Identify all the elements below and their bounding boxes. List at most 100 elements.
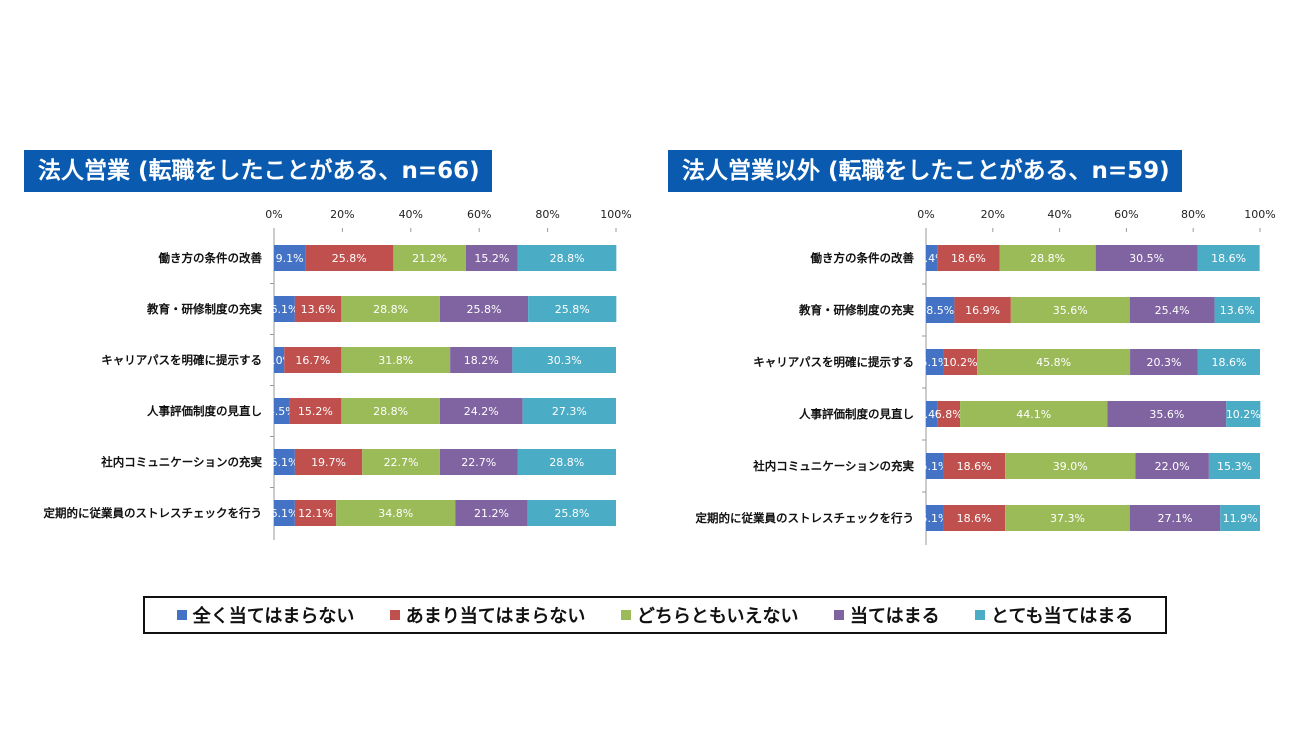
x-tick-label: 20% — [330, 208, 354, 221]
bar-segment — [1197, 349, 1260, 375]
bar-value-label: 18.6% — [1211, 252, 1246, 265]
legend-item-neutral: どちらともいえない — [620, 602, 799, 628]
bar-segment — [439, 449, 518, 475]
bar-segment — [362, 449, 440, 475]
bar-value-label: 13.6% — [1220, 304, 1255, 317]
chart-legend: 全く当てはまらない あまり当てはまらない どちらともいえない 当てはまる とても… — [143, 596, 1167, 634]
bar-value-label: 25.4% — [1155, 304, 1190, 317]
bar-value-label: 10.2% — [943, 356, 978, 369]
bar-value-label: 25.8% — [554, 507, 589, 520]
bar-value-label: 18.6% — [957, 512, 992, 525]
bar-segment — [926, 505, 944, 531]
bar-segment — [341, 347, 451, 373]
bar-value-label: 39.0% — [1053, 460, 1088, 473]
bar-segment — [999, 245, 1096, 271]
bar-segment — [1129, 505, 1221, 531]
x-tick-label: 100% — [1244, 208, 1275, 221]
category-label: 社内コミュニケーションの充実 — [752, 459, 914, 473]
category-label: 人事評価制度の見直し — [147, 404, 262, 418]
bar-segment — [455, 500, 528, 526]
x-tick-label: 100% — [600, 208, 631, 221]
bar-value-label: 8.5% — [926, 304, 954, 317]
bar-value-label: 10.2% — [1226, 408, 1261, 421]
bar-value-label: 21.2% — [412, 252, 447, 265]
category-label: 教育・研修制度の充実 — [146, 302, 262, 316]
legend-swatch — [975, 610, 986, 620]
legend-item-disagree: あまり当てはまらない — [389, 602, 586, 628]
bar-value-label: 6.1% — [270, 303, 298, 316]
bar-segment — [274, 296, 295, 322]
legend-swatch — [833, 610, 844, 620]
bar-segment — [439, 398, 523, 424]
bar-segment — [1129, 297, 1215, 323]
bar-segment — [289, 398, 342, 424]
bar-value-label: 13.6% — [301, 303, 336, 316]
legend-label: あまり当てはまらない — [405, 606, 586, 627]
category-label: 働き方の条件の改善 — [810, 251, 915, 265]
bar-value-label: 18.6% — [951, 252, 986, 265]
bar-segment — [465, 245, 518, 271]
bar-segment — [1197, 245, 1260, 271]
bar-value-label: 28.8% — [1030, 252, 1065, 265]
category-label: 教育・研修制度の充実 — [798, 303, 914, 317]
right-stacked-bar-chart: 0% 20% 40% 60% 80% 100%働き方の条件の改善 3.4% 18.6% 28.8… — [696, 208, 1276, 545]
category-label: キャリアパスを明確に提示する — [753, 355, 914, 369]
bar-value-label: 16.7% — [295, 354, 330, 367]
bar-segment — [1095, 245, 1198, 271]
bar-value-label: 30.3% — [547, 354, 582, 367]
bar-value-label: 37.3% — [1050, 512, 1085, 525]
category-label: 定期的に従業員のストレスチェックを行う — [696, 511, 915, 525]
bar-segment — [926, 453, 944, 479]
bar-segment — [1005, 453, 1136, 479]
legend-swatch — [620, 610, 631, 620]
category-label: 人事評価制度の見直し — [799, 407, 914, 421]
bar-value-label: 34.8% — [378, 507, 413, 520]
bar-segment — [1107, 401, 1227, 427]
x-tick-label: 40% — [1047, 208, 1071, 221]
x-tick-label: 80% — [535, 208, 559, 221]
legend-label: どちらともいえない — [636, 606, 799, 627]
bar-value-label: 11.9% — [1223, 512, 1258, 525]
bar-segment — [522, 398, 616, 424]
bar-segment — [926, 401, 938, 427]
x-tick-label: 20% — [981, 208, 1005, 221]
bar-value-label: 28.8% — [373, 303, 408, 316]
bar-value-label: 21.2% — [474, 507, 509, 520]
bar-value-label: 25.8% — [332, 252, 367, 265]
bar-value-label: 12.1% — [298, 507, 333, 520]
legend-label: とても当てはまる — [991, 606, 1134, 627]
bar-segment — [274, 500, 295, 526]
bar-segment — [977, 349, 1131, 375]
category-label: 働き方の条件の改善 — [158, 251, 263, 265]
bar-segment — [943, 349, 978, 375]
bar-segment — [274, 347, 285, 373]
bar-segment — [294, 500, 337, 526]
bar-value-label: 22.0% — [1155, 460, 1190, 473]
bar-segment — [1005, 505, 1130, 531]
bar-value-label: 18.2% — [464, 354, 499, 367]
legend-item-agree: 当てはまる — [833, 602, 940, 628]
bar-value-label: 9.1% — [276, 252, 304, 265]
bar-segment — [336, 500, 456, 526]
bar-value-label: 25.8% — [467, 303, 502, 316]
x-tick-label: 80% — [1181, 208, 1205, 221]
bar-value-label: 20.3% — [1146, 356, 1181, 369]
bar-value-label: 28.8% — [549, 456, 584, 469]
bar-segment — [1010, 297, 1130, 323]
bar-value-label: 27.1% — [1158, 512, 1193, 525]
bar-value-label: 5.1% — [921, 512, 949, 525]
bar-value-label: 27.3% — [552, 405, 587, 418]
bar-segment — [450, 347, 513, 373]
bar-segment — [1130, 349, 1198, 375]
bar-value-label: 6.1% — [270, 456, 298, 469]
bar-segment — [1135, 453, 1209, 479]
x-tick-label: 0% — [917, 208, 934, 221]
x-tick-label: 40% — [399, 208, 423, 221]
bar-value-label: 35.6% — [1149, 408, 1184, 421]
bar-segment — [1214, 297, 1260, 323]
legend-item-strongly-disagree: 全く当てはまらない — [176, 602, 354, 628]
bar-value-label: 31.8% — [378, 354, 413, 367]
bar-segment — [528, 296, 617, 322]
bar-segment — [926, 245, 938, 271]
legend-label: 当てはまる — [849, 606, 940, 627]
